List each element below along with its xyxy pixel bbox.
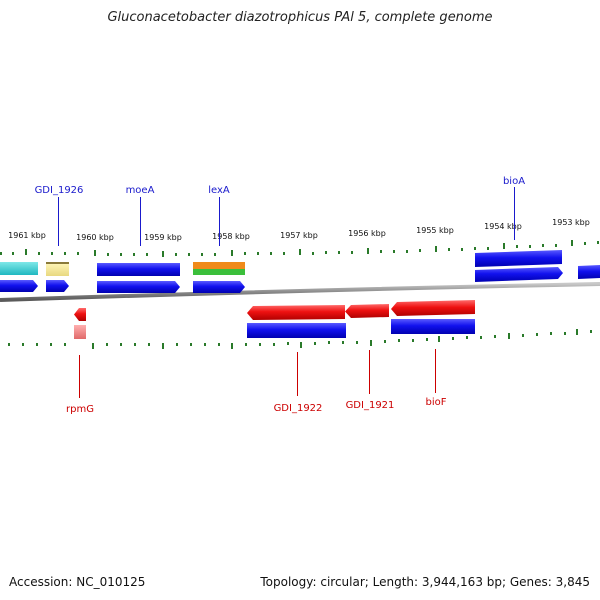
moeA-gene-block[interactable] xyxy=(97,263,180,276)
label-moeA[interactable]: moeA xyxy=(126,185,155,196)
gene-arrow-left-edge[interactable] xyxy=(0,280,38,292)
rpmG-gene-block[interactable] xyxy=(74,325,86,339)
genome-title: Gluconacetobacter diazotrophicus PAl 5, … xyxy=(107,10,493,25)
gene-arrow-right-edge[interactable] xyxy=(578,265,600,279)
cyan-gene-block[interactable] xyxy=(0,262,38,275)
label-GDI_1922[interactable]: GDI_1922 xyxy=(274,403,323,414)
accession-text: Accession: NC_010125 xyxy=(9,575,146,589)
yellow-gene-block[interactable] xyxy=(46,263,69,276)
rpmG-gene-arrow[interactable] xyxy=(74,308,86,321)
label-GDI_1926[interactable]: GDI_1926 xyxy=(35,185,84,196)
GDI_1922-gene-block[interactable] xyxy=(247,323,346,338)
kbp-label-1956: 1956 kbp xyxy=(348,229,386,238)
bottom-tick-track xyxy=(8,329,592,349)
GDI_1922-gene-arrow[interactable] xyxy=(247,305,345,320)
GDI_1921-gene-arrow[interactable] xyxy=(345,304,389,318)
kbp-label-1961: 1961 kbp xyxy=(8,231,46,240)
moeA-gene-arrow[interactable] xyxy=(97,281,180,293)
bioF-gene-block[interactable] xyxy=(391,319,475,334)
bioF-gene-arrow[interactable] xyxy=(391,300,475,316)
kbp-label-1960: 1960 kbp xyxy=(76,233,114,242)
lexA-gene-orange[interactable] xyxy=(193,262,245,269)
genome-backbone xyxy=(0,282,600,302)
bioA-gene-arrow[interactable] xyxy=(475,267,563,282)
genome-summary-text: Topology: circular; Length: 3,944,163 bp… xyxy=(260,575,590,589)
lexA-gene-green[interactable] xyxy=(193,269,245,275)
label-rpmG[interactable]: rpmG xyxy=(66,404,94,415)
kbp-label-1957: 1957 kbp xyxy=(280,231,318,240)
label-lexA[interactable]: lexA xyxy=(208,185,230,196)
top-tick-track xyxy=(0,240,599,257)
GDI_1926-gene-arrow[interactable] xyxy=(46,280,69,292)
kbp-label-1953: 1953 kbp xyxy=(552,218,590,227)
label-bioA[interactable]: bioA xyxy=(503,176,525,187)
lexA-gene-arrow[interactable] xyxy=(193,281,245,293)
yellow-gene-edge xyxy=(46,262,69,264)
kbp-label-1955: 1955 kbp xyxy=(416,226,454,235)
bioA-gene-block[interactable] xyxy=(475,250,562,267)
kbp-label-1959: 1959 kbp xyxy=(144,233,182,242)
kbp-label-1954: 1954 kbp xyxy=(484,222,522,231)
kbp-label-1958: 1958 kbp xyxy=(212,232,250,241)
label-bioF[interactable]: bioF xyxy=(426,397,447,408)
label-GDI_1921[interactable]: GDI_1921 xyxy=(346,400,395,411)
